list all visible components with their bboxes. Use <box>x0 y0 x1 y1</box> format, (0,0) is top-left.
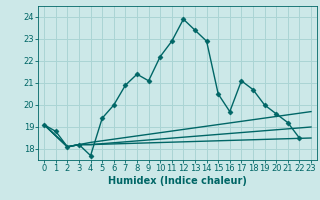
X-axis label: Humidex (Indice chaleur): Humidex (Indice chaleur) <box>108 176 247 186</box>
